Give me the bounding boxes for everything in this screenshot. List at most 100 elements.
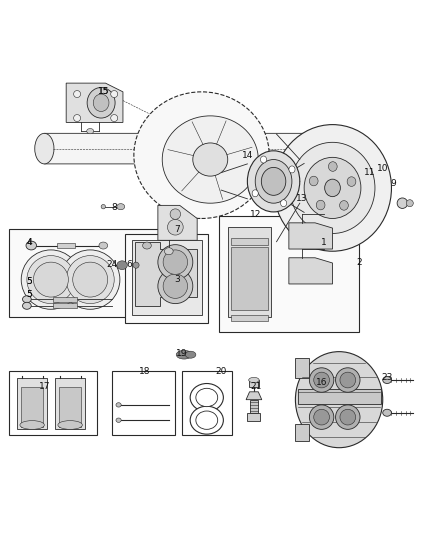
Polygon shape — [21, 386, 43, 427]
Polygon shape — [289, 258, 332, 284]
Polygon shape — [132, 240, 201, 314]
Ellipse shape — [111, 115, 118, 122]
Text: 24: 24 — [106, 260, 118, 269]
Ellipse shape — [190, 406, 223, 434]
Ellipse shape — [190, 384, 223, 411]
Polygon shape — [250, 400, 258, 413]
Text: 4: 4 — [26, 238, 32, 247]
Ellipse shape — [60, 250, 120, 309]
Ellipse shape — [143, 242, 151, 249]
Ellipse shape — [316, 200, 325, 210]
Ellipse shape — [193, 143, 228, 176]
Text: 21: 21 — [251, 382, 262, 391]
Ellipse shape — [252, 190, 258, 197]
Ellipse shape — [314, 372, 329, 388]
Ellipse shape — [247, 151, 300, 212]
Text: 20: 20 — [215, 367, 227, 376]
Ellipse shape — [383, 376, 392, 384]
Ellipse shape — [22, 296, 31, 303]
Ellipse shape — [309, 405, 334, 430]
Ellipse shape — [314, 409, 329, 425]
Ellipse shape — [274, 125, 392, 251]
Polygon shape — [53, 297, 77, 302]
Polygon shape — [231, 247, 268, 310]
Text: 18: 18 — [139, 367, 151, 376]
Text: 4: 4 — [26, 238, 32, 247]
Polygon shape — [219, 216, 359, 332]
Ellipse shape — [22, 302, 31, 309]
Ellipse shape — [249, 377, 259, 383]
Ellipse shape — [295, 352, 383, 448]
Text: 8: 8 — [111, 203, 117, 212]
Ellipse shape — [281, 200, 287, 207]
Ellipse shape — [116, 418, 121, 422]
Ellipse shape — [21, 250, 81, 309]
Bar — [10, 372, 97, 434]
Ellipse shape — [111, 91, 118, 98]
Text: 16: 16 — [316, 378, 327, 387]
Polygon shape — [246, 392, 262, 400]
Ellipse shape — [164, 248, 173, 255]
Polygon shape — [247, 413, 261, 422]
Ellipse shape — [176, 350, 192, 359]
Text: 15: 15 — [98, 87, 109, 96]
Polygon shape — [55, 378, 85, 429]
Ellipse shape — [309, 368, 334, 392]
Ellipse shape — [196, 411, 218, 430]
Ellipse shape — [309, 176, 318, 186]
Ellipse shape — [261, 167, 286, 195]
Polygon shape — [289, 223, 332, 249]
Polygon shape — [135, 243, 197, 306]
Ellipse shape — [167, 220, 183, 235]
Bar — [112, 372, 175, 434]
Ellipse shape — [87, 128, 94, 134]
Ellipse shape — [196, 389, 218, 407]
Ellipse shape — [35, 133, 54, 164]
Text: 5: 5 — [26, 290, 32, 300]
Bar — [182, 372, 232, 434]
Ellipse shape — [289, 166, 295, 173]
Text: 7: 7 — [175, 225, 180, 234]
Ellipse shape — [66, 256, 114, 304]
Ellipse shape — [58, 421, 82, 430]
Text: 2: 2 — [356, 257, 361, 266]
Polygon shape — [17, 378, 47, 429]
Polygon shape — [158, 205, 197, 240]
Text: 6: 6 — [127, 260, 132, 269]
Ellipse shape — [158, 245, 193, 280]
Ellipse shape — [26, 241, 36, 250]
Ellipse shape — [397, 198, 408, 208]
Ellipse shape — [170, 209, 180, 220]
Ellipse shape — [383, 409, 392, 416]
Ellipse shape — [340, 372, 356, 388]
Ellipse shape — [304, 157, 361, 219]
Ellipse shape — [27, 256, 75, 304]
Text: 5: 5 — [26, 277, 32, 286]
Ellipse shape — [133, 262, 139, 268]
Ellipse shape — [74, 115, 81, 122]
Ellipse shape — [336, 368, 360, 392]
Text: 13: 13 — [296, 195, 308, 203]
Text: 23: 23 — [381, 373, 393, 382]
Polygon shape — [231, 238, 268, 245]
Polygon shape — [59, 386, 81, 427]
Polygon shape — [57, 243, 75, 248]
Polygon shape — [295, 424, 308, 441]
Polygon shape — [295, 358, 308, 378]
Ellipse shape — [117, 261, 127, 270]
Ellipse shape — [255, 159, 292, 203]
Ellipse shape — [117, 204, 125, 210]
Ellipse shape — [93, 94, 109, 111]
Polygon shape — [44, 133, 359, 164]
Text: 12: 12 — [251, 209, 262, 219]
Text: 11: 11 — [364, 168, 375, 177]
Ellipse shape — [347, 177, 356, 187]
Polygon shape — [66, 83, 123, 123]
Ellipse shape — [339, 200, 348, 210]
Polygon shape — [249, 380, 259, 386]
Ellipse shape — [185, 351, 196, 358]
Ellipse shape — [261, 156, 267, 163]
Polygon shape — [53, 303, 77, 309]
Ellipse shape — [101, 205, 106, 209]
Ellipse shape — [325, 179, 340, 197]
